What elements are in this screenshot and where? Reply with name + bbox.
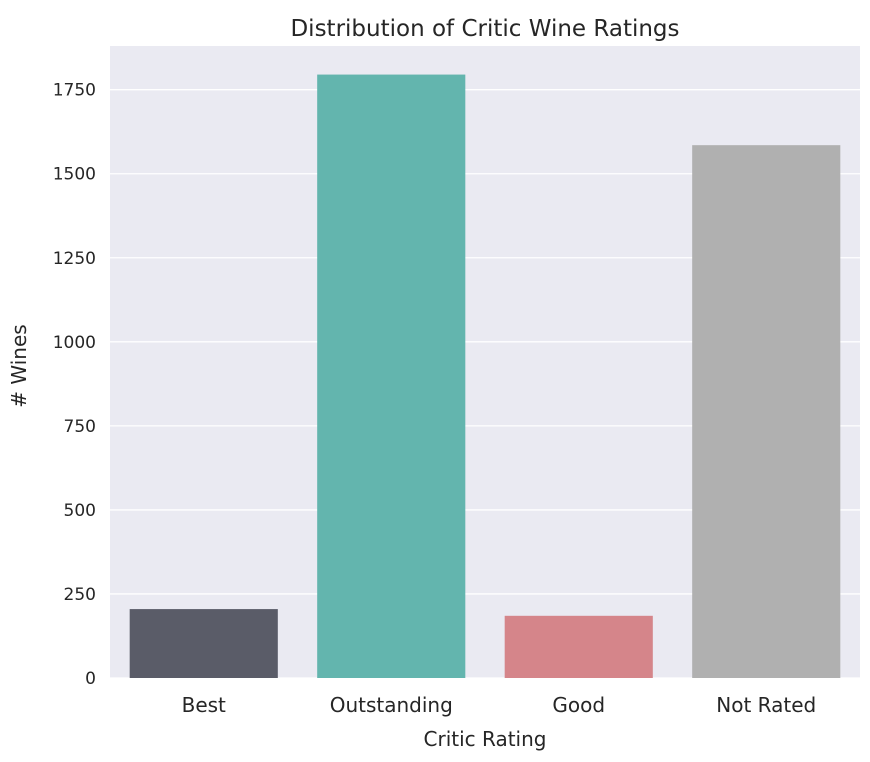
y-tick-label: 0 — [85, 669, 96, 689]
bar-outstanding — [317, 74, 466, 679]
y-axis-title: # Wines — [7, 324, 31, 407]
bar-not-rated — [692, 145, 841, 678]
x-tick-label: Not Rated — [716, 693, 816, 717]
x-tick-label: Best — [182, 693, 226, 717]
y-tick-label: 1750 — [53, 81, 96, 101]
y-tick-label: 1000 — [53, 333, 96, 353]
x-tick-label: Outstanding — [330, 693, 453, 717]
y-tick-label: 500 — [64, 501, 96, 521]
y-tick-label: 1500 — [53, 165, 96, 185]
bar-best — [129, 609, 278, 678]
x-axis-title: Critic Rating — [424, 727, 547, 751]
y-tick-label: 250 — [64, 585, 96, 605]
chart-title: Distribution of Critic Wine Ratings — [290, 16, 679, 42]
y-axis-ticks: 0 250 500 750 1000 1250 1500 1750 — [53, 81, 96, 689]
bars — [129, 74, 841, 679]
x-axis-ticks: Best Outstanding Good Not Rated — [182, 693, 817, 717]
y-tick-label: 1250 — [53, 249, 96, 269]
x-tick-label: Good — [552, 693, 605, 717]
bar-good — [504, 615, 653, 678]
y-tick-label: 750 — [64, 417, 96, 437]
